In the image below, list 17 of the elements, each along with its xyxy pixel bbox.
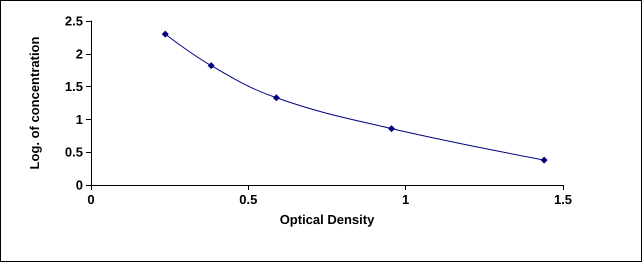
x-tick-label: 1.5 bbox=[554, 192, 572, 207]
x-tick-label: 0 bbox=[87, 192, 95, 207]
y-tick-label: 1.5 bbox=[64, 79, 83, 94]
y-tick-label: 2 bbox=[76, 46, 83, 62]
point bbox=[540, 156, 548, 164]
y-tick-label: 0 bbox=[76, 178, 83, 192]
y-tick-label: 2.5 bbox=[64, 14, 83, 28]
x-tick-label: 0.5 bbox=[239, 192, 258, 207]
point bbox=[388, 125, 396, 132]
y-tick-label: 0.5 bbox=[64, 144, 83, 160]
point bbox=[162, 30, 169, 38]
x-axis-title: Optical Density bbox=[280, 212, 376, 227]
point bbox=[272, 94, 280, 102]
x-tick-label: 1 bbox=[402, 192, 410, 207]
y-tick-label: 1 bbox=[76, 112, 83, 127]
y-axis-title: Log. of concentration bbox=[27, 36, 42, 170]
point bbox=[208, 62, 215, 70]
